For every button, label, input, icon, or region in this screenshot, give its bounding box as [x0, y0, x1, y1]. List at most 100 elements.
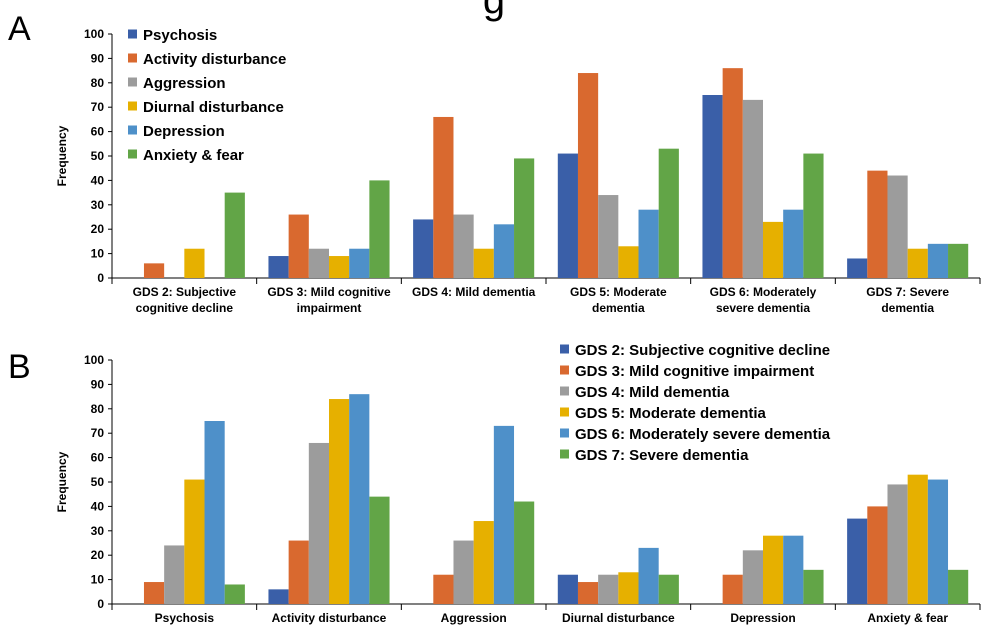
bar-gds-4-mild-dementia-5: [742, 550, 763, 604]
legend-label: GDS 6: Moderately severe dementia: [575, 426, 831, 443]
bar-gds-6-moderately-severe-dementia-1: [204, 421, 225, 604]
y-tick-label: 80: [91, 76, 105, 90]
bar-gds-2-subjective-cognitive-decline-2: [268, 589, 289, 604]
bar-gds-3-mild-cognitive-impairment-4: [577, 582, 599, 604]
y-tick-label: 40: [91, 173, 105, 187]
bar-gds-7-severe-dementia-2: [369, 496, 390, 604]
bar-gds-4-mild-dementia-2: [308, 442, 329, 604]
bar-anxiety-fear-4: [658, 148, 679, 278]
bar-diurnal-disturbance-5: [763, 221, 784, 278]
legend-label: Aggression: [143, 75, 226, 92]
legend-swatch: [560, 407, 569, 417]
bar-anxiety-fear-6: [948, 243, 969, 278]
figure-title: g: [482, 0, 506, 22]
bar-gds-6-moderately-severe-dementia-3: [493, 425, 515, 604]
x-tick-label: GDS 6: Moderately: [710, 285, 817, 299]
legend-swatch: [128, 101, 137, 111]
bar-diurnal-disturbance-4: [618, 246, 639, 278]
bar-gds-5-moderate-dementia-4: [618, 572, 639, 604]
bar-depression-4: [638, 209, 659, 278]
y-tick-label: 40: [91, 499, 105, 513]
bar-gds-5-moderate-dementia-2: [329, 399, 350, 604]
bar-activity-disturbance-5: [722, 68, 743, 278]
bar-depression-6: [927, 243, 949, 278]
bar-gds-4-mild-dementia-6: [887, 484, 908, 604]
legend-swatch: [560, 449, 569, 459]
legend-label: Diurnal disturbance: [143, 99, 284, 116]
x-tick-label: Anxiety & fear: [867, 611, 948, 625]
bar-gds-7-severe-dementia-1: [224, 584, 245, 604]
bar-diurnal-disturbance-2: [329, 256, 350, 278]
y-tick-label: 10: [91, 247, 105, 261]
x-tick-label: dementia: [881, 301, 934, 315]
legend-label: GDS 5: Moderate dementia: [575, 405, 767, 422]
bar-gds-2-subjective-cognitive-decline-6: [847, 518, 868, 604]
bar-aggression-3: [453, 214, 474, 278]
bar-anxiety-fear-5: [803, 153, 824, 278]
bar-aggression-2: [308, 248, 329, 278]
legend-label: Depression: [143, 123, 225, 140]
bar-gds-3-mild-cognitive-impairment-5: [722, 574, 743, 604]
legend-swatch: [128, 125, 137, 135]
legend-swatch: [560, 344, 569, 354]
bar-aggression-4: [598, 195, 619, 278]
bar-activity-disturbance-6: [867, 170, 888, 278]
y-tick-label: 50: [91, 475, 105, 489]
x-tick-label: impairment: [297, 301, 362, 315]
bar-gds-3-mild-cognitive-impairment-1: [143, 582, 165, 604]
bar-gds-7-severe-dementia-6: [948, 569, 969, 604]
legend-swatch: [560, 386, 569, 396]
legend-label: Anxiety & fear: [143, 147, 244, 164]
x-tick-label: Psychosis: [155, 611, 215, 625]
bar-psychosis-4: [557, 153, 578, 278]
y-tick-label: 100: [84, 27, 104, 41]
legend-swatch: [128, 53, 137, 63]
bar-activity-disturbance-1: [143, 263, 165, 278]
x-tick-label: cognitive decline: [136, 301, 234, 315]
bar-aggression-6: [887, 175, 908, 278]
y-tick-label: 20: [91, 548, 105, 562]
legend: Psychosis Activity disturbance Aggression D…: [128, 27, 286, 164]
x-tick-label: Depression: [730, 611, 795, 625]
x-tick-label: Diurnal disturbance: [562, 611, 675, 625]
bar-gds-7-severe-dementia-4: [658, 574, 679, 604]
bar-anxiety-fear-3: [514, 158, 535, 278]
bar-gds-7-severe-dementia-3: [514, 501, 535, 604]
bar-gds-4-mild-dementia-1: [164, 545, 185, 604]
bar-gds-4-mild-dementia-3: [453, 540, 474, 604]
bar-gds-6-moderately-severe-dementia-4: [638, 547, 659, 604]
bar-depression-5: [783, 209, 804, 278]
x-tick-label: severe dementia: [716, 301, 810, 315]
bar-gds-2-subjective-cognitive-decline-4: [557, 574, 578, 604]
bar-activity-disturbance-4: [577, 73, 599, 278]
bar-gds-5-moderate-dementia-5: [763, 535, 784, 604]
y-tick-label: 30: [91, 524, 105, 538]
bar-psychosis-3: [413, 219, 434, 278]
x-tick-label: GDS 4: Mild dementia: [412, 285, 536, 299]
bar-gds-5-moderate-dementia-6: [907, 474, 928, 604]
legend-label: GDS 7: Severe dementia: [575, 447, 749, 464]
y-axis-label: Frequency: [55, 125, 69, 186]
bar-aggression-5: [742, 99, 763, 278]
y-tick-label: 80: [91, 402, 105, 416]
legend-swatch: [128, 149, 137, 159]
bar-diurnal-disturbance-6: [907, 248, 928, 278]
legend-swatch: [128, 77, 137, 87]
legend-swatch: [560, 365, 569, 375]
legend-label: GDS 4: Mild dementia: [575, 384, 730, 401]
x-tick-label: GDS 3: Mild cognitive: [267, 285, 391, 299]
panel-letter: B: [8, 348, 31, 386]
x-tick-label: Activity disturbance: [272, 611, 387, 625]
y-tick-label: 10: [91, 573, 105, 587]
y-tick-label: 0: [97, 597, 104, 611]
y-tick-label: 70: [91, 426, 105, 440]
y-tick-label: 60: [91, 125, 105, 139]
bar-diurnal-disturbance-1: [184, 248, 205, 278]
legend-label: GDS 2: Subjective cognitive decline: [575, 342, 830, 359]
bar-gds-7-severe-dementia-5: [803, 569, 824, 604]
y-axis-label: Frequency: [55, 451, 69, 512]
legend-label: GDS 3: Mild cognitive impairment: [575, 363, 814, 380]
bar-anxiety-fear-1: [224, 192, 245, 278]
bar-gds-6-moderately-severe-dementia-6: [927, 479, 949, 604]
y-tick-label: 90: [91, 377, 105, 391]
